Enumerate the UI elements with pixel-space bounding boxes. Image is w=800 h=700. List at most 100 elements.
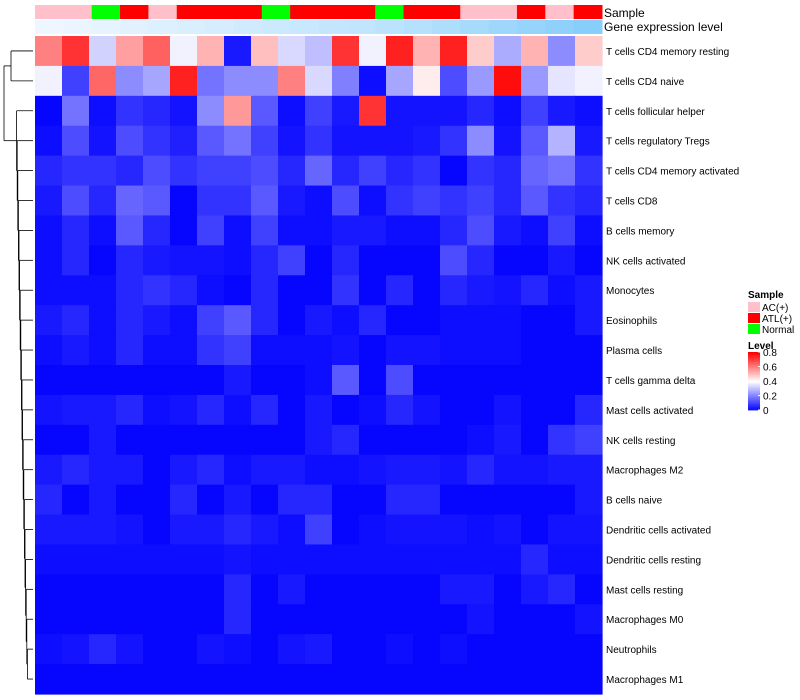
heatmap-cell (170, 544, 198, 575)
heatmap-cell (305, 155, 333, 187)
heatmap-cell (575, 36, 603, 67)
level-colorbar-segment (748, 402, 760, 405)
level-colorbar-segment (748, 379, 760, 382)
row-label: T cells CD8 (606, 197, 658, 208)
heatmap-cell (278, 394, 306, 426)
heatmap-cell (359, 604, 387, 635)
sample-annotation-cell (120, 5, 149, 19)
heatmap-cell (251, 574, 279, 605)
heatmap-cell (386, 125, 414, 157)
heatmap-cell (386, 424, 414, 456)
heatmap-cell (575, 514, 603, 546)
sample-annotation-cell (148, 5, 178, 19)
heatmap-cell (332, 574, 360, 605)
heatmap-cell (35, 275, 63, 306)
heatmap-cell (143, 335, 171, 366)
heatmap-cell (305, 305, 333, 336)
heatmap-cell (548, 305, 576, 336)
heatmap-cell (521, 544, 549, 575)
heatmap-cell (224, 155, 252, 187)
heatmap-cell (467, 245, 495, 276)
heatmap-cell (521, 574, 549, 605)
heatmap-cell (116, 514, 144, 546)
heatmap-cell (35, 125, 63, 157)
level-colorbar-segment (748, 385, 760, 388)
heatmap-cell (575, 155, 603, 187)
heatmap-cell (548, 574, 576, 605)
expression-annotation-cell (375, 20, 405, 34)
expression-annotation-cell (261, 20, 291, 34)
heatmap-cell (170, 664, 198, 695)
heatmap-cell (35, 394, 63, 426)
row-label: Mast cells activated (606, 406, 693, 417)
heatmap-cell (413, 664, 441, 695)
heatmap-cell (89, 514, 117, 546)
heatmap-cell (305, 95, 333, 127)
row-label: T cells CD4 naive (606, 77, 685, 88)
heatmap-cell (116, 484, 144, 516)
heatmap-cell (224, 604, 252, 635)
heatmap-cell (467, 424, 495, 456)
expression-annotation-cell (148, 20, 178, 34)
heatmap-cell (278, 125, 306, 157)
heatmap-cell (62, 305, 90, 336)
heatmap-cell (494, 36, 522, 67)
sample-annotation-cell (488, 5, 518, 19)
heatmap-cell (89, 335, 117, 366)
heatmap-cell (278, 185, 306, 217)
heatmap-cell (116, 664, 144, 695)
heatmap-cell (197, 335, 225, 366)
heatmap-cell (467, 664, 495, 695)
level-colorbar-segment (748, 369, 760, 372)
row-label: Plasma cells (606, 346, 662, 357)
heatmap-cell (278, 275, 306, 306)
heatmap-cell (62, 514, 90, 546)
heatmap-cell (197, 36, 225, 67)
heatmap-cell (575, 335, 603, 366)
heatmap-cell (89, 394, 117, 426)
heatmap-cell (440, 544, 468, 575)
row-label: Eosinophils (606, 316, 657, 327)
heatmap-cell (143, 394, 171, 426)
heatmap-cell (467, 544, 495, 575)
heatmap-cell (548, 215, 576, 246)
heatmap-cell (251, 95, 279, 127)
heatmap-cell (575, 604, 603, 635)
heatmap-cell (575, 365, 603, 396)
heatmap-cell (548, 664, 576, 695)
heatmap-cell (440, 65, 468, 97)
heatmap-cell (467, 365, 495, 396)
heatmap-cell (575, 544, 603, 575)
level-colorbar-segment (748, 356, 760, 359)
heatmap-cell (116, 275, 144, 306)
heatmap-cell (359, 454, 387, 486)
level-colorbar-segment (748, 391, 760, 393)
heatmap-cell (62, 95, 90, 127)
heatmap-cell (575, 424, 603, 456)
heatmap-cell (116, 454, 144, 486)
level-colorbar-segment (748, 398, 760, 401)
heatmap-cell (575, 394, 603, 426)
heatmap-cell (575, 275, 603, 306)
heatmap-cell (548, 245, 576, 276)
heatmap-cell (305, 604, 333, 635)
heatmap-cell (305, 125, 333, 157)
heatmap-cell (494, 65, 522, 97)
heatmap-cell (359, 245, 387, 276)
sample-legend-label: ATL(+) (762, 314, 792, 325)
row-dendrogram (3, 50, 33, 680)
heatmap-cell (197, 185, 225, 217)
heatmap-cell (359, 125, 387, 157)
heatmap-cell (170, 335, 198, 366)
heatmap-cell (170, 454, 198, 486)
heatmap-cell (413, 394, 441, 426)
sample-annotation-cell (91, 5, 121, 19)
heatmap-cell (143, 514, 171, 546)
heatmap-cell (89, 454, 117, 486)
heatmap-cell (332, 664, 360, 695)
heatmap-cell (332, 125, 360, 157)
heatmap-cell (197, 574, 225, 605)
heatmap-cell (116, 365, 144, 396)
heatmap-cell (494, 215, 522, 246)
heatmap-cell (197, 604, 225, 635)
